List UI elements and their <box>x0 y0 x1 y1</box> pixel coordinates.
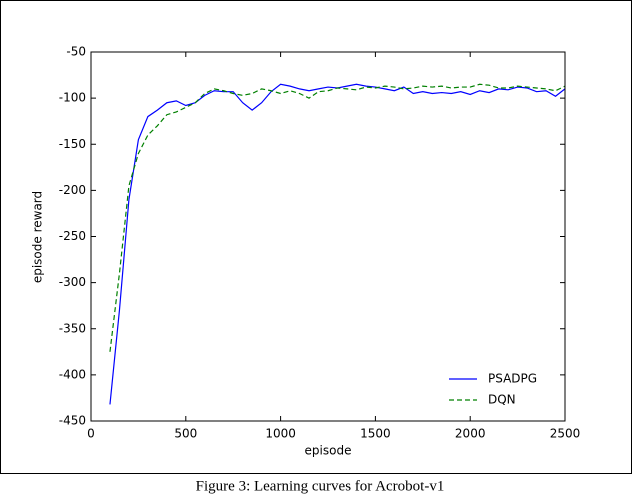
caption: Figure 3: Learning curves for Acrobot-v1 <box>196 478 445 494</box>
x-tick-label: 1000 <box>265 427 296 441</box>
figure-frame <box>0 0 632 474</box>
y-tick-label: -200 <box>59 183 86 197</box>
y-tick-label: -50 <box>66 45 86 59</box>
y-tick-label: -450 <box>59 414 86 428</box>
x-tick-label: 2500 <box>550 427 581 441</box>
y-tick-label: -100 <box>59 91 86 105</box>
x-tick-label: 0 <box>87 427 95 441</box>
series-line <box>109 83 566 352</box>
y-tick-label: -250 <box>59 229 86 243</box>
y-tick-label: -150 <box>59 137 86 151</box>
legend-label: DQN <box>488 393 516 407</box>
y-tick-label: -400 <box>59 367 86 381</box>
y-axis-label: episode reward <box>31 191 45 283</box>
x-tick-label: 1500 <box>360 427 391 441</box>
x-axis-label: episode <box>305 444 352 458</box>
x-tick-label: 2000 <box>455 427 486 441</box>
x-tick-label: 500 <box>174 427 197 441</box>
legend-label: PSADPG <box>488 372 537 386</box>
plot-frame <box>90 51 566 422</box>
y-tick-label: -350 <box>59 321 86 335</box>
series-line <box>109 83 566 405</box>
y-tick-label: -300 <box>59 275 86 289</box>
